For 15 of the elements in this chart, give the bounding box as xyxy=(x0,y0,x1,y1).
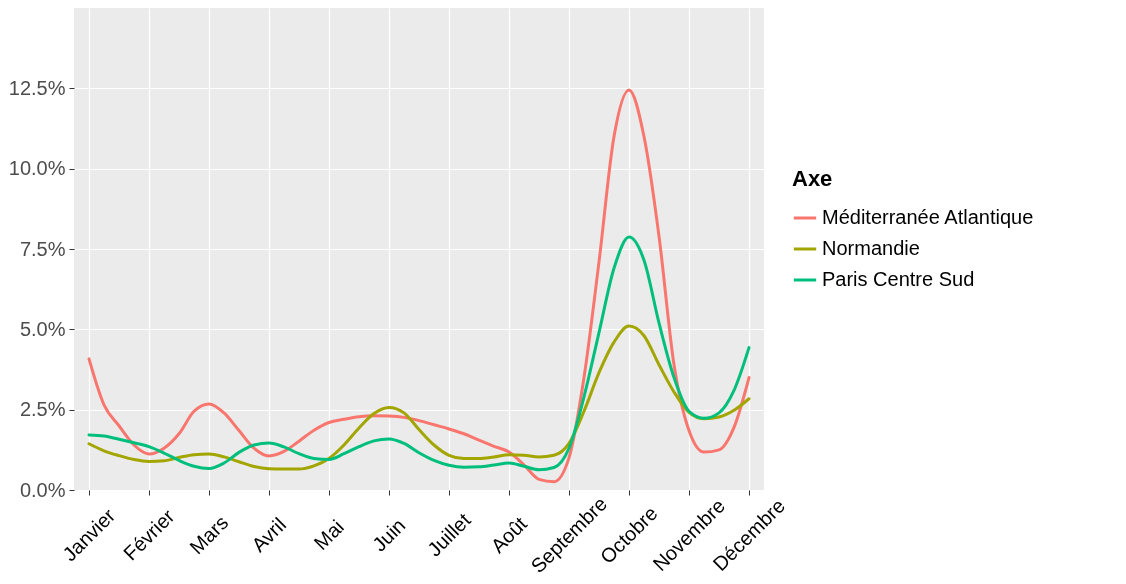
line-series xyxy=(87,324,751,471)
y-tick-label: 7.5% xyxy=(19,237,66,260)
legend-label: Paris Centre Sud xyxy=(822,268,975,290)
legend-label: Méditerranée Atlantique xyxy=(822,206,1034,228)
y-tick-label: 10.0% xyxy=(8,157,66,180)
y-tick-label: 2.5% xyxy=(19,398,66,421)
legend-label: Normandie xyxy=(822,237,920,259)
x-tick-label: Mai xyxy=(309,515,348,554)
y-tick-label: 5.0% xyxy=(19,317,66,340)
line-series xyxy=(87,235,751,472)
legend-title: Axe xyxy=(792,166,833,191)
x-tick-label: Juin xyxy=(368,514,410,556)
y-tick-label: 12.5% xyxy=(8,76,66,99)
line-series xyxy=(87,88,751,484)
y-tick-label: 0.0% xyxy=(19,478,66,501)
